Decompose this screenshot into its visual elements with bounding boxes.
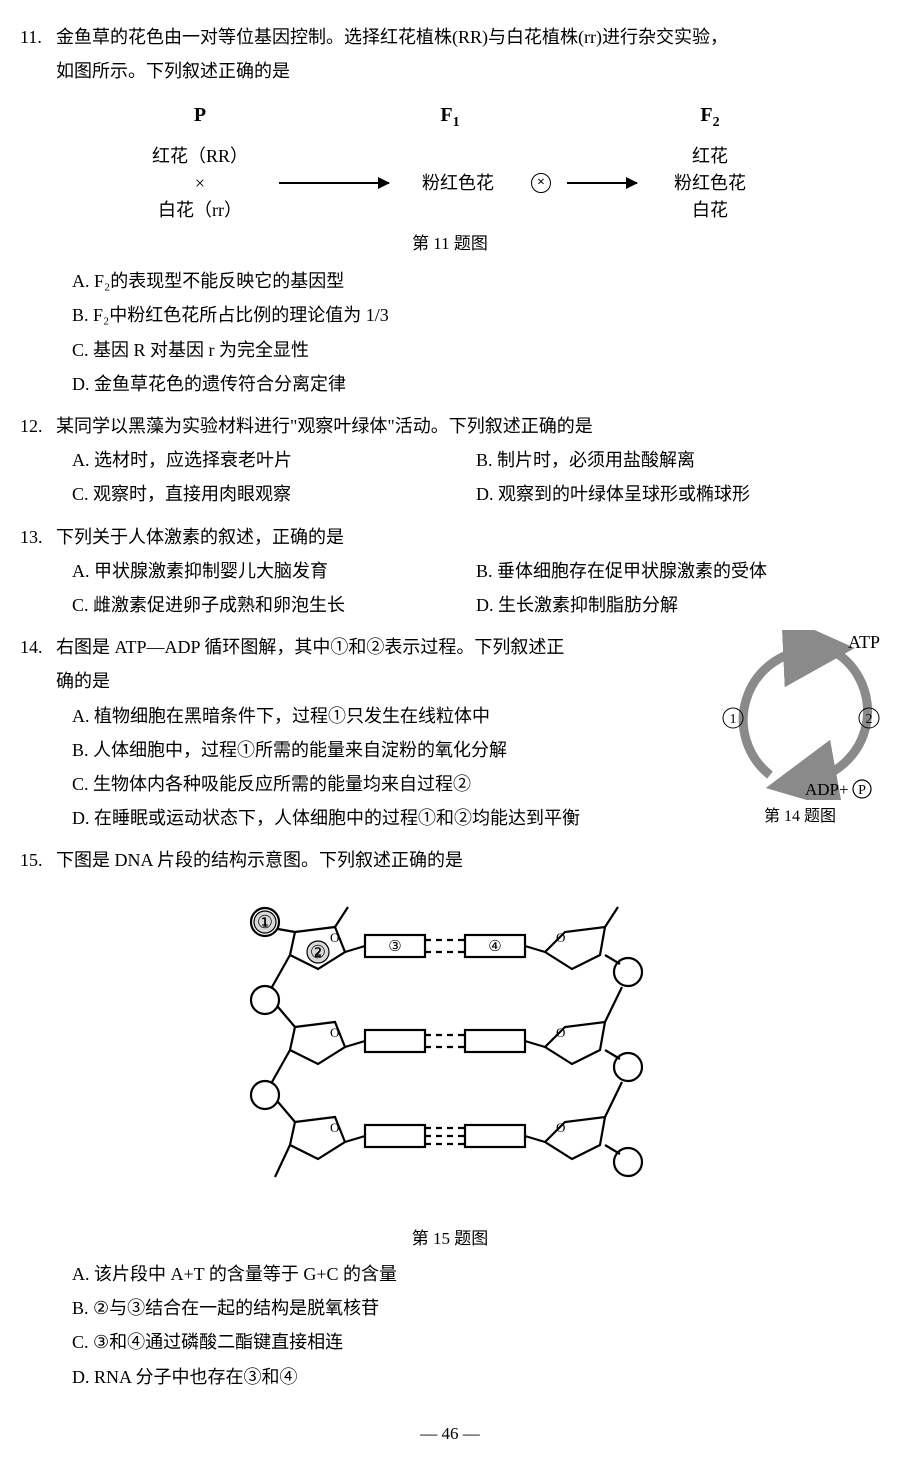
q11-p-cross: × [130,170,270,197]
q11-option-b: B. F₂中粉红色花所占比例的理论值为 1/3 [72,298,880,332]
q14-option-c: C. 生物体内各种吸能反应所需的能量均来自过程② [72,767,690,801]
q11-f2-red: 红花 [650,143,770,170]
page-number: — 46 — [20,1418,880,1450]
q14-stem: 右图是 ATP—ADP 循环图解，其中①和②表示过程。下列叙述正 确的是 [56,630,690,698]
q11-option-a: A. F₂的表现型不能反映它的基因型 [72,264,880,298]
svg-text:②: ② [310,942,326,962]
q11-p-white: 白花（rr） [130,197,270,224]
q15-option-d: D. RNA 分子中也存在③和④ [72,1360,880,1394]
question-14: ATP ADP+ P 1 2 第 14 题图 14. 右图是 ATP—ADP 循… [20,630,880,835]
q14-option-b: B. 人体细胞中，过程①所需的能量来自淀粉的氧化分解 [72,733,690,767]
q14-option-d: D. 在睡眠或运动状态下，人体细胞中的过程①和②均能达到平衡 [72,801,690,835]
q11-f1-header: F1 [390,96,510,137]
q15-stem: 下图是 DNA 片段的结构示意图。下列叙述正确的是 [56,843,880,877]
q13-option-d: D. 生长激素抑制脂肪分解 [476,588,880,622]
q11-p-header: P [130,96,270,134]
q12-option-b: B. 制片时，必须用盐酸解离 [476,443,880,477]
q11-fig-caption: 第 11 题图 [130,228,770,260]
q13-option-a: A. 甲状腺激素抑制婴儿大脑发育 [72,554,476,588]
q11-f2-header: F2 [650,96,770,137]
q15-diagram: O O [20,887,880,1254]
q11-diagram: P F1 F2 红花（RR） × 白花（rr） 粉红色花 × [130,96,770,260]
q13-option-b: B. 垂体细胞存在促甲状腺激素的受体 [476,554,880,588]
self-cross-icon: × [531,173,551,193]
question-13: 13. 下列关于人体激素的叙述，正确的是 A. 甲状腺激素抑制婴儿大脑发育 B.… [20,520,880,623]
svg-text:O: O [330,1120,339,1135]
q15-label3: ③ [388,939,401,955]
arrow-icon [279,182,389,184]
q14-adp-label: ADP+ [805,780,849,799]
q13-option-c: C. 雌激素促进卵子成熟和卵泡生长 [72,588,476,622]
svg-text:O: O [556,1025,565,1040]
question-11: 11. 金鱼草的花色由一对等位基因控制。选择红花植株(RR)与白花植株(rr)进… [20,20,880,401]
q12-option-d: D. 观察到的叶绿体呈球形或椭球形 [476,477,880,511]
q14-number: 14. [20,630,56,698]
q14-label1: 1 [730,712,737,727]
arrow-icon [567,182,637,184]
q11-f2-pink: 粉红色花 [650,170,770,197]
q11-option-d: D. 金鱼草花色的遗传符合分离定律 [72,367,880,401]
svg-text:O: O [556,930,565,945]
q14-p-label: P [858,783,866,798]
q11-options: A. F₂的表现型不能反映它的基因型 B. F₂中粉红色花所占比例的理论值为 1… [20,264,880,401]
q11-f2-white: 白花 [650,197,770,224]
q14-fig-caption: 第 14 题图 [710,802,890,832]
q11-p-red: 红花（RR） [130,143,270,170]
q15-number: 15. [20,843,56,877]
q14-atp-label: ATP [848,632,880,652]
svg-text:O: O [330,1025,339,1040]
svg-text:①: ① [257,912,273,932]
q12-option-c: C. 观察时，直接用肉眼观察 [72,477,476,511]
q14-label2: 2 [866,712,873,727]
q11-number: 11. [20,20,56,88]
q15-label4: ④ [488,939,501,955]
q11-stem: 金鱼草的花色由一对等位基因控制。选择红花植株(RR)与白花植株(rr)进行杂交实… [56,20,880,88]
q11-f1-text: 粉红色花 [398,166,518,200]
q11-stem-line1: 金鱼草的花色由一对等位基因控制。选择红花植株(RR)与白花植株(rr)进行杂交实… [56,27,728,47]
q14-diagram: ATP ADP+ P 1 2 第 14 题图 [710,630,890,832]
q15-option-a: A. 该片段中 A+T 的含量等于 G+C 的含量 [72,1257,880,1291]
q12-number: 12. [20,409,56,443]
q11-option-c: C. 基因 R 对基因 r 为完全显性 [72,333,880,367]
q11-stem-line2: 如图所示。下列叙述正确的是 [56,61,290,81]
q12-option-a: A. 选材时，应选择衰老叶片 [72,443,476,477]
question-12: 12. 某同学以黑藻为实验材料进行"观察叶绿体"活动。下列叙述正确的是 A. 选… [20,409,880,512]
q13-number: 13. [20,520,56,554]
q12-stem: 某同学以黑藻为实验材料进行"观察叶绿体"活动。下列叙述正确的是 [56,409,880,443]
svg-text:O: O [330,930,339,945]
svg-text:O: O [556,1120,565,1135]
q15-fig-caption: 第 15 题图 [20,1223,880,1255]
q14-option-a: A. 植物细胞在黑暗条件下，过程①只发生在线粒体中 [72,699,690,733]
q15-option-c: C. ③和④通过磷酸二酯键直接相连 [72,1325,880,1359]
q15-option-b: B. ②与③结合在一起的结构是脱氧核苷 [72,1291,880,1325]
question-15: 15. 下图是 DNA 片段的结构示意图。下列叙述正确的是 O [20,843,880,1393]
q13-stem: 下列关于人体激素的叙述，正确的是 [56,520,880,554]
